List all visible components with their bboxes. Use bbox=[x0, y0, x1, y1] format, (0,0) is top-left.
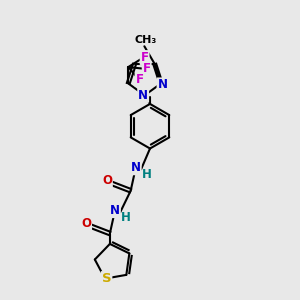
Text: N: N bbox=[158, 78, 167, 92]
Text: O: O bbox=[102, 174, 112, 187]
Text: F: F bbox=[136, 73, 143, 86]
Text: N: N bbox=[131, 161, 141, 174]
Text: S: S bbox=[102, 272, 111, 285]
Text: N: N bbox=[110, 204, 120, 217]
Text: CH₃: CH₃ bbox=[135, 35, 157, 45]
Text: F: F bbox=[143, 62, 151, 75]
Text: H: H bbox=[121, 211, 130, 224]
Text: F: F bbox=[141, 51, 148, 64]
Text: H: H bbox=[142, 168, 152, 181]
Text: N: N bbox=[138, 89, 148, 102]
Text: O: O bbox=[81, 217, 91, 230]
